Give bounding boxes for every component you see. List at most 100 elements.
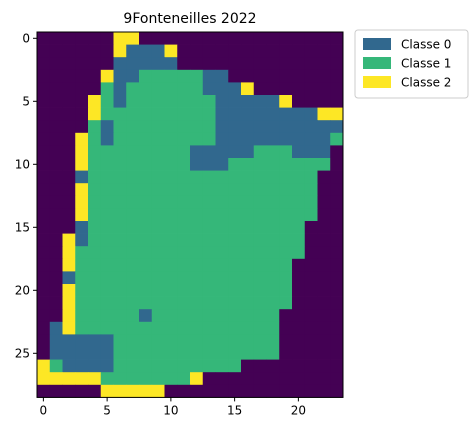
heatmap-cell — [304, 120, 318, 134]
heatmap-cell — [113, 233, 127, 247]
heatmap-cell — [151, 170, 165, 184]
heatmap-cell — [330, 271, 344, 285]
heatmap-cell — [37, 107, 51, 121]
heatmap-cell — [266, 69, 280, 83]
heatmap-cell — [49, 347, 63, 360]
heatmap-cell — [100, 321, 114, 335]
heatmap-cell — [62, 221, 76, 234]
heatmap-cell — [202, 57, 216, 71]
heatmap-cell — [202, 132, 216, 146]
heatmap-cell — [139, 309, 153, 323]
heatmap-cell — [49, 82, 63, 96]
heatmap-cell — [266, 145, 280, 159]
heatmap-cell — [37, 95, 51, 108]
heatmap-cell — [279, 271, 293, 285]
heatmap-cell — [228, 246, 242, 260]
heatmap-cell — [253, 384, 267, 398]
heatmap-cell — [151, 296, 165, 310]
heatmap-cell — [304, 57, 318, 71]
heatmap-cell — [330, 233, 344, 247]
heatmap-cell — [88, 95, 102, 108]
heatmap-cell — [139, 57, 153, 71]
heatmap-cell — [266, 284, 280, 297]
heatmap-cell — [292, 258, 306, 272]
heatmap-cell — [88, 384, 102, 398]
heatmap-cell — [253, 183, 267, 197]
y-tick-label: 15 — [15, 220, 30, 234]
heatmap-cell — [190, 258, 204, 272]
heatmap-cell — [177, 57, 191, 71]
heatmap-cell — [177, 170, 191, 184]
heatmap-cell — [177, 246, 191, 260]
heatmap-cell — [241, 221, 255, 234]
heatmap-cell — [151, 309, 165, 323]
heatmap-cell — [37, 44, 51, 58]
heatmap-cell — [37, 334, 51, 348]
heatmap-cell — [253, 233, 267, 247]
heatmap-cell — [151, 32, 165, 45]
heatmap-cell — [292, 69, 306, 83]
heatmap-cell — [241, 372, 255, 386]
heatmap-cell — [279, 132, 293, 146]
heatmap-cell — [139, 221, 153, 234]
heatmap-cell — [139, 284, 153, 297]
heatmap-cell — [62, 384, 76, 398]
legend-label: Classe 2 — [401, 76, 451, 90]
heatmap-cell — [164, 233, 178, 247]
heatmap-cell — [88, 321, 102, 335]
heatmap-cell — [126, 170, 140, 184]
heatmap-cell — [253, 158, 267, 171]
heatmap-cell — [113, 258, 127, 272]
heatmap-cell — [330, 296, 344, 310]
heatmap-cell — [317, 44, 331, 58]
heatmap-cell — [49, 57, 63, 71]
heatmap-cell — [202, 69, 216, 83]
heatmap-cell — [75, 107, 89, 121]
heatmap-cell — [228, 284, 242, 297]
heatmap-cell — [177, 82, 191, 96]
heatmap-cell — [215, 233, 229, 247]
heatmap-cell — [100, 44, 114, 58]
heatmap-cell — [139, 158, 153, 171]
heatmap-cell — [190, 107, 204, 121]
heatmap-cell — [151, 120, 165, 134]
heatmap-cell — [113, 32, 127, 45]
heatmap-cell — [37, 208, 51, 222]
heatmap-cell — [62, 372, 76, 386]
heatmap-cell — [100, 246, 114, 260]
heatmap-cell — [317, 233, 331, 247]
heatmap-cell — [113, 309, 127, 323]
heatmap-cell — [126, 359, 140, 373]
heatmap-cell — [190, 284, 204, 297]
heatmap-cell — [75, 372, 89, 386]
heatmap-cell — [190, 208, 204, 222]
heatmap-cell — [215, 208, 229, 222]
heatmap-cell — [317, 183, 331, 197]
heatmap-cell — [49, 258, 63, 272]
heatmap-cell — [88, 82, 102, 96]
heatmap-cell — [62, 359, 76, 373]
heatmap-cell — [292, 309, 306, 323]
heatmap-cell — [292, 32, 306, 45]
heatmap-cell — [49, 271, 63, 285]
heatmap-cell — [139, 195, 153, 209]
heatmap-cell — [202, 384, 216, 398]
heatmap-cell — [88, 183, 102, 197]
heatmap-cell — [241, 82, 255, 96]
heatmap-cell — [177, 384, 191, 398]
heatmap-cell — [304, 132, 318, 146]
heatmap-cell — [75, 170, 89, 184]
heatmap-cell — [75, 120, 89, 134]
heatmap-cell — [317, 271, 331, 285]
heatmap-cell — [292, 271, 306, 285]
heatmap-cell — [279, 309, 293, 323]
heatmap-cell — [317, 309, 331, 323]
heatmap-cell — [228, 183, 242, 197]
heatmap-cell — [202, 233, 216, 247]
heatmap-cell — [88, 334, 102, 348]
heatmap-cell — [215, 384, 229, 398]
heatmap-cell — [304, 271, 318, 285]
heatmap-cell — [62, 258, 76, 272]
heatmap-cell — [75, 32, 89, 45]
